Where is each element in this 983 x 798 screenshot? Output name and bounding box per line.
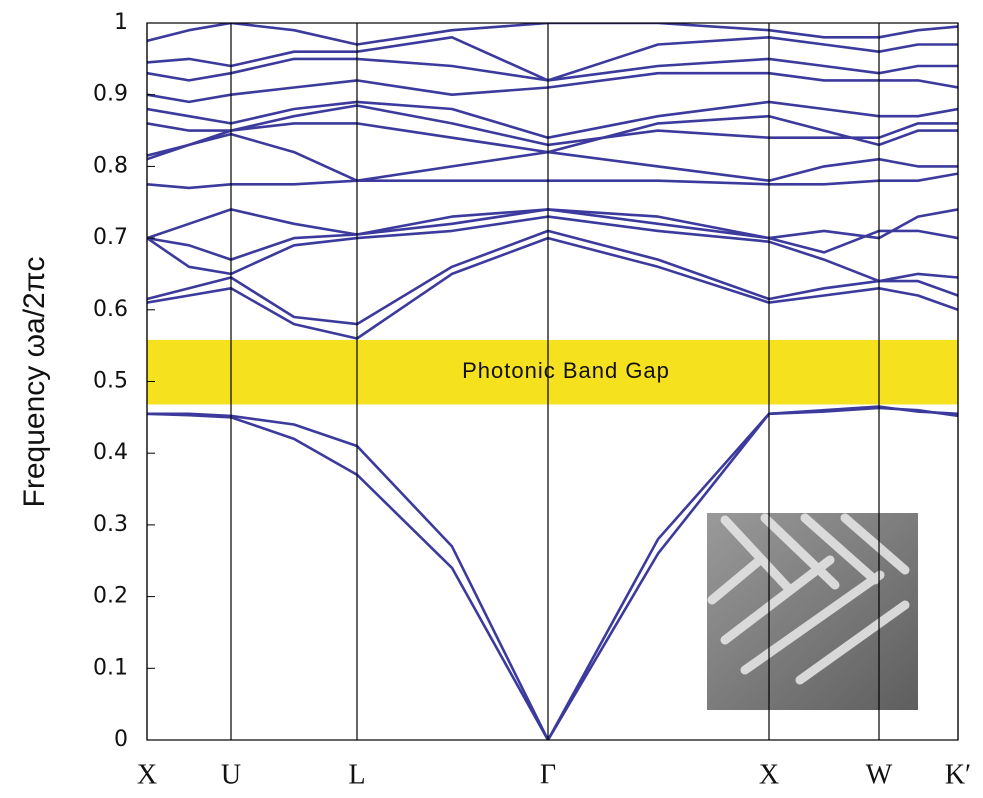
- y-tick-label: 0.1: [93, 655, 128, 680]
- x-tick-label: L: [348, 759, 365, 790]
- band-line: [147, 37, 958, 80]
- y-tick-label: 0.2: [93, 584, 128, 609]
- y-tick-label: 0.9: [93, 82, 128, 107]
- inset-image: [707, 513, 918, 710]
- band-line: [147, 134, 958, 181]
- y-tick-label: 0: [114, 727, 128, 752]
- chart: Frequency ωa/2πc Photonic Band Gap 0 0.1 0…: [0, 0, 983, 798]
- band-line: [147, 102, 958, 138]
- band-line: [147, 23, 958, 45]
- y-tick-label: 0.4: [93, 440, 128, 465]
- band-line: [147, 73, 958, 102]
- x-tick-label: Γ: [540, 759, 556, 790]
- y-tick-label: 1: [114, 10, 128, 35]
- x-tick-label: X: [137, 759, 157, 790]
- y-tick-label: 0.3: [93, 512, 128, 537]
- y-tick-label: 0.6: [93, 297, 128, 322]
- band-line: [147, 238, 958, 338]
- x-tick-label: W: [866, 759, 893, 790]
- band-line: [147, 59, 958, 81]
- y-tick-label: 0.5: [93, 369, 128, 394]
- y-tick-label: 0.7: [93, 225, 128, 250]
- y-axis-label: Frequency ωa/2πc: [18, 257, 51, 508]
- y-tick-label: 0.8: [93, 153, 128, 178]
- x-tick-label: X: [759, 759, 779, 790]
- band-line: [147, 174, 958, 188]
- x-tick-label: K′: [945, 759, 971, 790]
- band-gap-label: Photonic Band Gap: [462, 358, 670, 383]
- x-tick-label: U: [221, 759, 241, 790]
